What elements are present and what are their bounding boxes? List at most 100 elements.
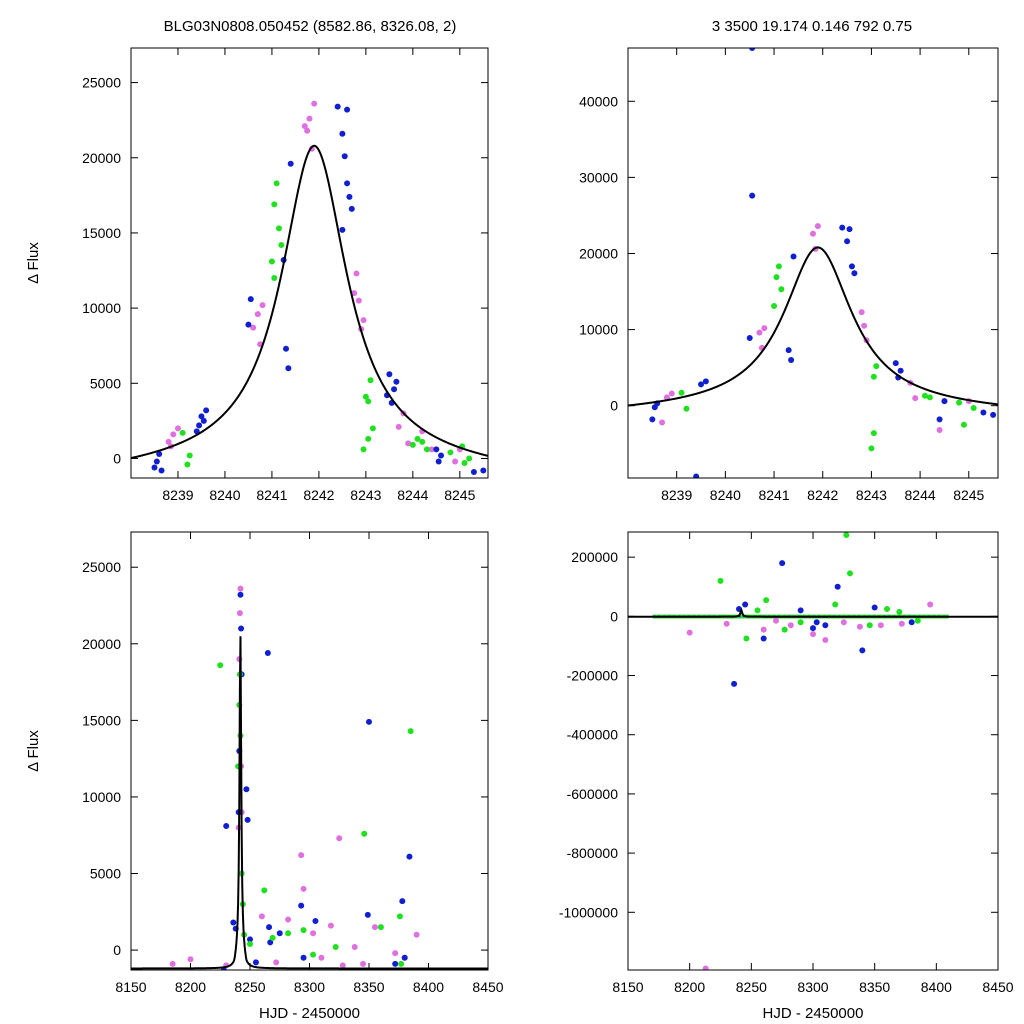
panel-top-left: 8239 8240 8241 8242 8243 8244 8245 0 5000 10000 15… xyxy=(25,47,489,503)
data-point xyxy=(399,898,406,905)
data-point xyxy=(435,458,442,465)
x-tick-label: 8450 xyxy=(982,979,1013,995)
data-point xyxy=(870,373,877,380)
data-point xyxy=(847,570,853,577)
data-point xyxy=(369,425,376,432)
data-point xyxy=(306,115,313,122)
data-point xyxy=(908,619,915,626)
x-tick-label: 8245 xyxy=(953,487,984,503)
x-tick-label: 8400 xyxy=(921,979,952,995)
x-tick-label: 8250 xyxy=(234,979,265,995)
data-point xyxy=(365,398,372,405)
data-point xyxy=(298,902,305,909)
data-point xyxy=(810,631,816,638)
data-point xyxy=(754,607,761,614)
data-point xyxy=(843,532,850,538)
data-point xyxy=(914,617,921,624)
data-point xyxy=(217,662,224,669)
data-point xyxy=(956,399,963,406)
x-tick-label: 8244 xyxy=(905,487,936,503)
data-point xyxy=(153,458,160,465)
data-point xyxy=(405,440,412,447)
data-point xyxy=(480,467,487,474)
x-tick-label: 8244 xyxy=(397,487,428,503)
data-point xyxy=(304,127,311,134)
data-point xyxy=(275,225,282,232)
data-point xyxy=(247,940,253,947)
data-point xyxy=(367,377,374,384)
model-curve xyxy=(131,144,488,460)
data-point xyxy=(810,625,816,632)
data-point xyxy=(244,816,251,823)
y-tick-label: 0 xyxy=(610,398,618,414)
data-point xyxy=(678,389,685,396)
x-tick-label: 8243 xyxy=(856,487,887,503)
data-point xyxy=(346,193,353,200)
data-point xyxy=(990,411,997,418)
data-point xyxy=(461,459,468,466)
x-tick-label: 8150 xyxy=(612,979,643,995)
data-point xyxy=(873,363,880,370)
data-point xyxy=(336,835,343,842)
data-point xyxy=(169,960,176,967)
data-point xyxy=(395,423,402,430)
data-point xyxy=(174,425,181,432)
data-point xyxy=(822,637,829,644)
data-point xyxy=(259,302,266,309)
data-point xyxy=(717,577,724,584)
data-point xyxy=(179,429,186,436)
data-point xyxy=(773,617,779,624)
data-point xyxy=(327,922,334,929)
data-point xyxy=(230,919,237,926)
data-point xyxy=(844,238,851,245)
plot-frame xyxy=(130,47,489,479)
data-point xyxy=(936,427,943,434)
data-point xyxy=(851,270,858,277)
data-point xyxy=(364,911,371,918)
data-point xyxy=(761,325,768,332)
y-tick-label: 0 xyxy=(610,608,618,624)
data-point xyxy=(398,960,405,967)
data-point xyxy=(401,954,408,961)
data-point xyxy=(407,728,414,735)
x-tick-label: 8400 xyxy=(413,979,444,995)
data-point xyxy=(247,296,254,303)
data-point xyxy=(200,417,207,424)
y-tick-label: 40000 xyxy=(579,93,618,109)
data-point xyxy=(775,263,782,270)
data-point xyxy=(884,605,890,612)
data-point xyxy=(659,419,666,426)
data-point xyxy=(301,123,308,130)
data-point xyxy=(351,944,358,951)
data-point xyxy=(236,610,243,617)
data-point xyxy=(866,622,873,629)
data-point xyxy=(960,421,967,428)
data-point xyxy=(247,936,253,943)
data-point xyxy=(797,619,804,626)
data-point xyxy=(668,390,675,397)
data-point xyxy=(371,924,378,931)
data-point xyxy=(419,438,426,445)
data-point xyxy=(273,959,280,966)
data-point xyxy=(223,823,230,830)
data-point xyxy=(649,416,656,423)
data-point xyxy=(787,622,794,629)
x-tick-label: 8239 xyxy=(162,487,193,503)
data-point xyxy=(859,647,866,654)
x-tick-label: 8300 xyxy=(797,979,828,995)
data-point xyxy=(414,435,421,442)
data-point xyxy=(344,106,351,113)
data-point xyxy=(298,852,305,859)
data-point xyxy=(877,622,884,629)
x-tick-label: 8200 xyxy=(674,979,705,995)
data-point xyxy=(271,275,278,282)
data-point xyxy=(360,960,367,967)
data-point xyxy=(285,916,292,923)
data-point xyxy=(361,830,368,837)
data-point xyxy=(283,345,290,352)
x-tick-label: 8200 xyxy=(175,979,206,995)
data-point xyxy=(898,620,905,627)
data-point xyxy=(871,604,878,611)
data-point xyxy=(332,944,339,951)
